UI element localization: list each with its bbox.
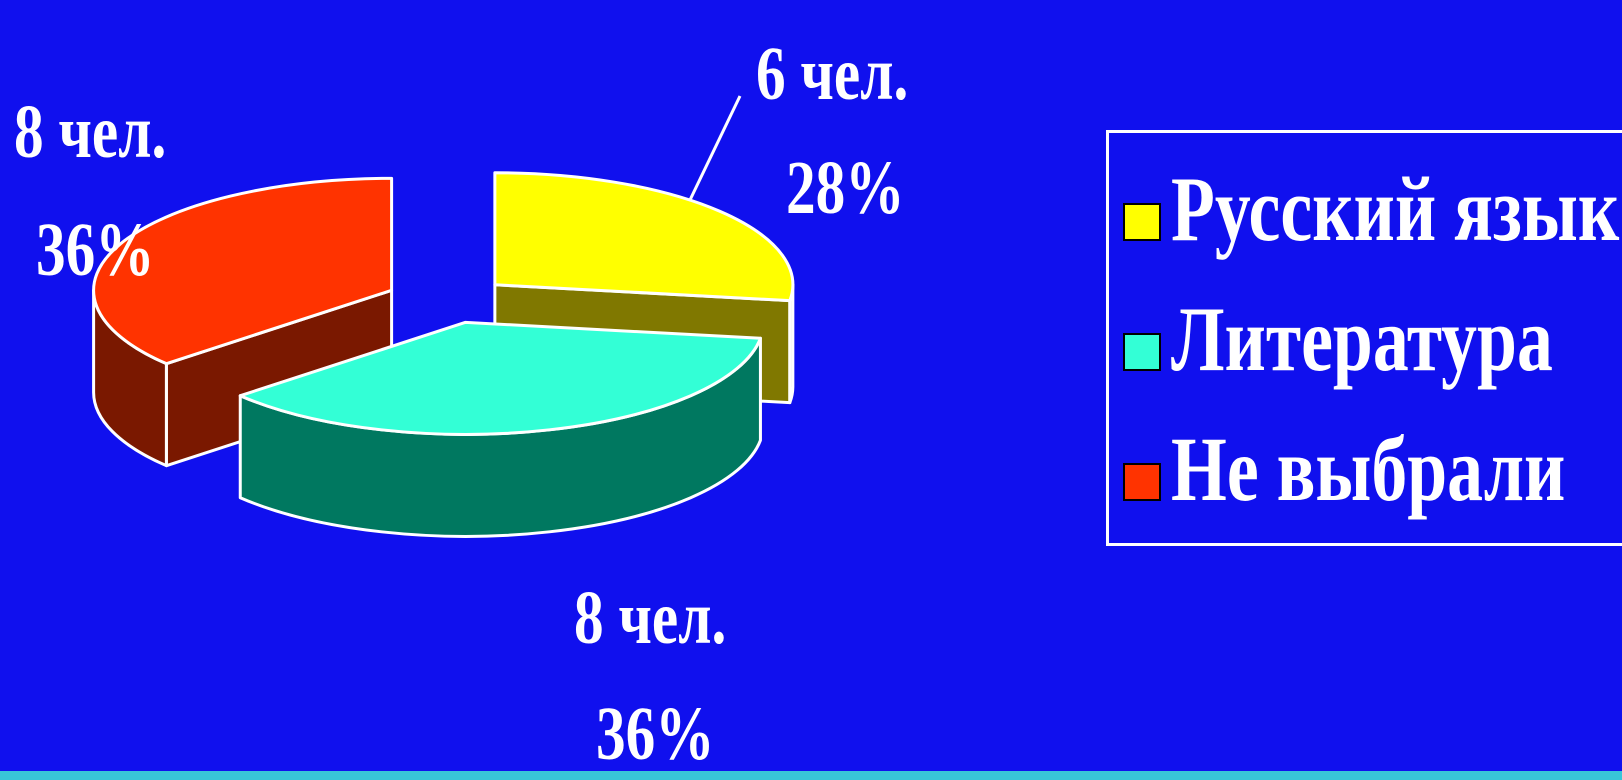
data-label-literature-percent: 36% bbox=[596, 692, 715, 776]
data-label-literature-count: 8 чел. bbox=[574, 576, 727, 660]
bottom-border-strip bbox=[0, 771, 1622, 780]
leader-line-russian bbox=[688, 95, 742, 201]
legend-swatch-none bbox=[1123, 463, 1161, 501]
pie-slice-none bbox=[92, 176, 394, 468]
legend-label-russian: Русский язык bbox=[1171, 158, 1620, 260]
pie-slice-literature bbox=[238, 320, 762, 538]
pie-top-russian bbox=[493, 171, 795, 303]
data-label-none-percent: 36% bbox=[36, 208, 155, 292]
pie-side-russian bbox=[788, 283, 795, 405]
legend: Русский язык Литература Не выбрали bbox=[1106, 130, 1622, 546]
pie-top-none bbox=[92, 176, 394, 366]
data-label-russian-percent: 28% bbox=[786, 146, 905, 230]
legend-label-literature: Литература bbox=[1171, 288, 1553, 390]
legend-swatch-russian bbox=[1123, 203, 1161, 241]
legend-label-none: Не выбрали bbox=[1171, 418, 1566, 520]
legend-swatch-literature bbox=[1123, 333, 1161, 371]
data-label-none-count: 8 чел. bbox=[14, 90, 167, 174]
data-label-russian-count: 6 чел. bbox=[756, 32, 909, 116]
pie-top-literature bbox=[238, 320, 762, 436]
